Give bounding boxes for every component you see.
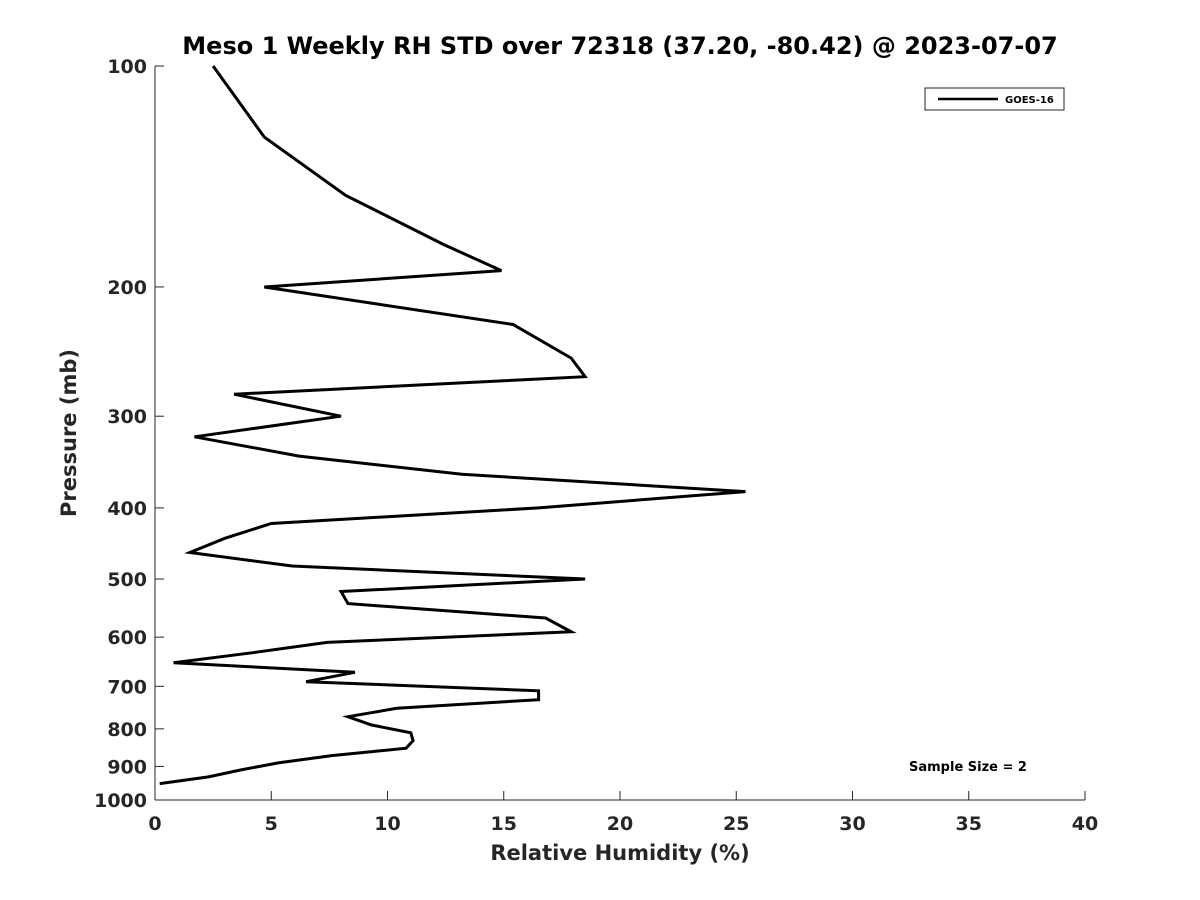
legend: GOES-16 bbox=[924, 87, 1065, 111]
y-tick-label: 600 bbox=[107, 627, 147, 649]
x-axis-ticks: 0 5 10 15 20 25 30 35 40 bbox=[148, 791, 1098, 835]
series-line-goes-16 bbox=[159, 65, 746, 786]
y-axis-label: Pressure (mb) bbox=[57, 349, 81, 517]
x-tick-label: 5 bbox=[265, 813, 278, 835]
legend-entry: GOES-16 bbox=[1005, 95, 1054, 106]
x-tick-label: 0 bbox=[148, 813, 161, 835]
series-lines bbox=[159, 65, 746, 786]
y-tick-label: 100 bbox=[107, 56, 147, 78]
chart-title: Meso 1 Weekly RH STD over 72318 (37.20, … bbox=[182, 32, 1057, 60]
x-axis-label: Relative Humidity (%) bbox=[490, 841, 749, 865]
x-tick-label: 10 bbox=[374, 813, 400, 835]
y-tick-label: 200 bbox=[107, 277, 147, 299]
x-tick-label: 30 bbox=[839, 813, 865, 835]
y-tick-label: 900 bbox=[107, 756, 147, 778]
y-tick-label: 400 bbox=[107, 498, 147, 520]
x-tick-label: 20 bbox=[607, 813, 633, 835]
y-tick-label: 1000 bbox=[94, 790, 147, 812]
y-tick-label: 300 bbox=[107, 406, 147, 428]
y-tick-label: 700 bbox=[107, 676, 147, 698]
sample-size-annotation: Sample Size = 2 bbox=[909, 760, 1027, 775]
x-tick-label: 35 bbox=[956, 813, 982, 835]
y-axis-ticks: 100 200 300 400 500 600 700 800 900 1000 bbox=[94, 56, 164, 812]
x-tick-label: 40 bbox=[1072, 813, 1098, 835]
y-tick-label: 500 bbox=[107, 569, 147, 591]
x-tick-label: 15 bbox=[491, 813, 517, 835]
y-tick-label: 800 bbox=[107, 719, 147, 741]
x-tick-label: 25 bbox=[723, 813, 749, 835]
